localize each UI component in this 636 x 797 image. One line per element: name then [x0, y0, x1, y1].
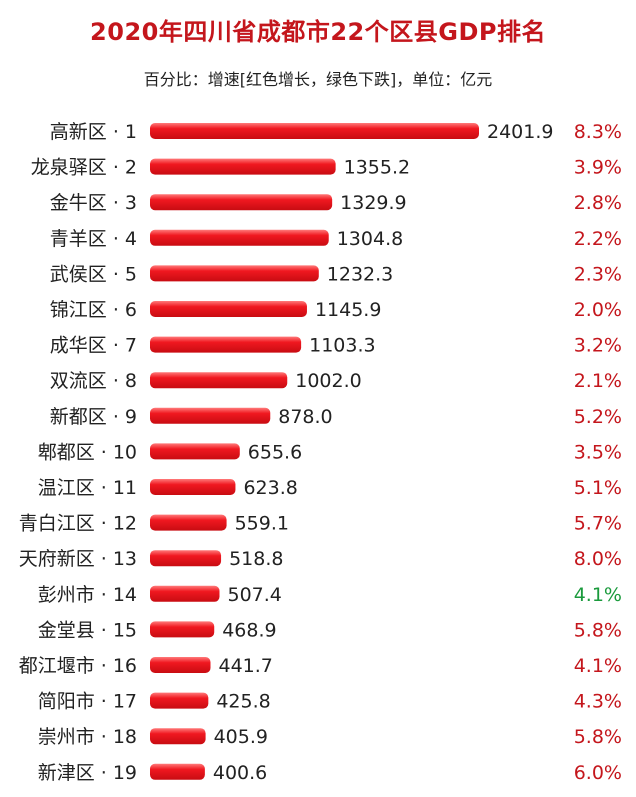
- category-label: 高新区 · 1: [50, 121, 137, 143]
- growth-label: 2.1%: [574, 370, 622, 392]
- growth-label: 5.2%: [574, 406, 622, 428]
- bar: [150, 550, 222, 567]
- category-label: 武侯区 · 5: [50, 263, 137, 285]
- bar: [150, 265, 319, 282]
- growth-label: 8.3%: [574, 121, 622, 143]
- chart-subtitle: 百分比：增速[红色增长，绿色下跌]，单位：亿元: [143, 70, 493, 89]
- value-label: 1355.2: [344, 157, 410, 179]
- category-label: 新都区 · 9: [50, 406, 137, 428]
- category-label: 温江区 · 11: [38, 477, 137, 499]
- value-label: 1329.9: [340, 192, 406, 214]
- growth-label: 4.1%: [574, 584, 622, 606]
- growth-label: 5.8%: [574, 726, 622, 748]
- growth-label: 2.0%: [574, 299, 622, 321]
- value-label: 425.8: [216, 691, 270, 713]
- bar: [150, 692, 209, 709]
- value-label: 518.8: [229, 548, 283, 570]
- growth-label: 4.1%: [574, 655, 622, 677]
- growth-label: 2.2%: [574, 228, 622, 250]
- value-label: 400.6: [213, 762, 267, 784]
- category-label: 金牛区 · 3: [50, 192, 137, 214]
- value-label: 1002.0: [295, 370, 361, 392]
- growth-label: 6.0%: [574, 762, 622, 784]
- bar: [150, 514, 227, 531]
- bar: [150, 158, 336, 175]
- chart-title: 2020年四川省成都市22个区县GDP排名: [90, 18, 546, 46]
- value-label: 878.0: [278, 406, 332, 428]
- growth-label: 3.9%: [574, 157, 622, 179]
- value-label: 1304.8: [337, 228, 403, 250]
- value-label: 2401.9: [487, 121, 553, 143]
- bar: [150, 443, 240, 460]
- growth-label: 3.2%: [574, 335, 622, 357]
- value-label: 507.4: [228, 584, 282, 606]
- category-label: 双流区 · 8: [50, 370, 137, 392]
- value-label: 1103.3: [309, 335, 375, 357]
- value-label: 655.6: [248, 441, 302, 463]
- bar: [150, 621, 215, 638]
- bar: [150, 479, 236, 495]
- category-label: 天府新区 · 13: [19, 548, 137, 570]
- category-label: 崇州市 · 18: [38, 726, 137, 748]
- bar: [150, 194, 333, 211]
- bar: [150, 123, 479, 139]
- category-label: 青羊区 · 4: [50, 228, 137, 250]
- growth-label: 4.3%: [574, 691, 622, 713]
- bar: [150, 728, 206, 745]
- value-label: 1145.9: [315, 299, 381, 321]
- bar: [150, 407, 271, 424]
- bar: [150, 585, 220, 602]
- growth-label: 5.8%: [574, 619, 622, 641]
- category-label: 青白江区 · 12: [19, 513, 137, 535]
- value-label: 441.7: [219, 655, 273, 677]
- category-label: 都江堰市 · 16: [19, 655, 137, 677]
- bar: [150, 301, 307, 317]
- category-label: 成华区 · 7: [50, 335, 137, 357]
- value-label: 623.8: [243, 477, 297, 499]
- value-label: 468.9: [222, 619, 276, 641]
- value-label: 405.9: [214, 726, 268, 748]
- growth-label: 5.1%: [574, 477, 622, 499]
- bar: [150, 229, 329, 246]
- bar: [150, 657, 211, 673]
- growth-label: 5.7%: [574, 513, 622, 535]
- category-label: 郫都区 · 10: [38, 441, 137, 463]
- bar: [150, 372, 288, 389]
- category-label: 龙泉驿区 · 2: [31, 157, 137, 179]
- growth-label: 2.3%: [574, 263, 622, 285]
- growth-label: 3.5%: [574, 441, 622, 463]
- category-label: 锦江区 · 6: [50, 299, 137, 321]
- value-label: 1232.3: [327, 263, 393, 285]
- growth-label: 8.0%: [574, 548, 622, 570]
- category-label: 金堂县 · 15: [38, 619, 137, 641]
- bar: [150, 336, 302, 353]
- category-label: 新津区 · 19: [38, 762, 137, 784]
- category-label: 彭州市 · 14: [38, 584, 137, 606]
- category-label: 简阳市 · 17: [38, 691, 137, 713]
- growth-label: 2.8%: [574, 192, 622, 214]
- bar: [150, 763, 205, 780]
- value-label: 559.1: [235, 513, 289, 535]
